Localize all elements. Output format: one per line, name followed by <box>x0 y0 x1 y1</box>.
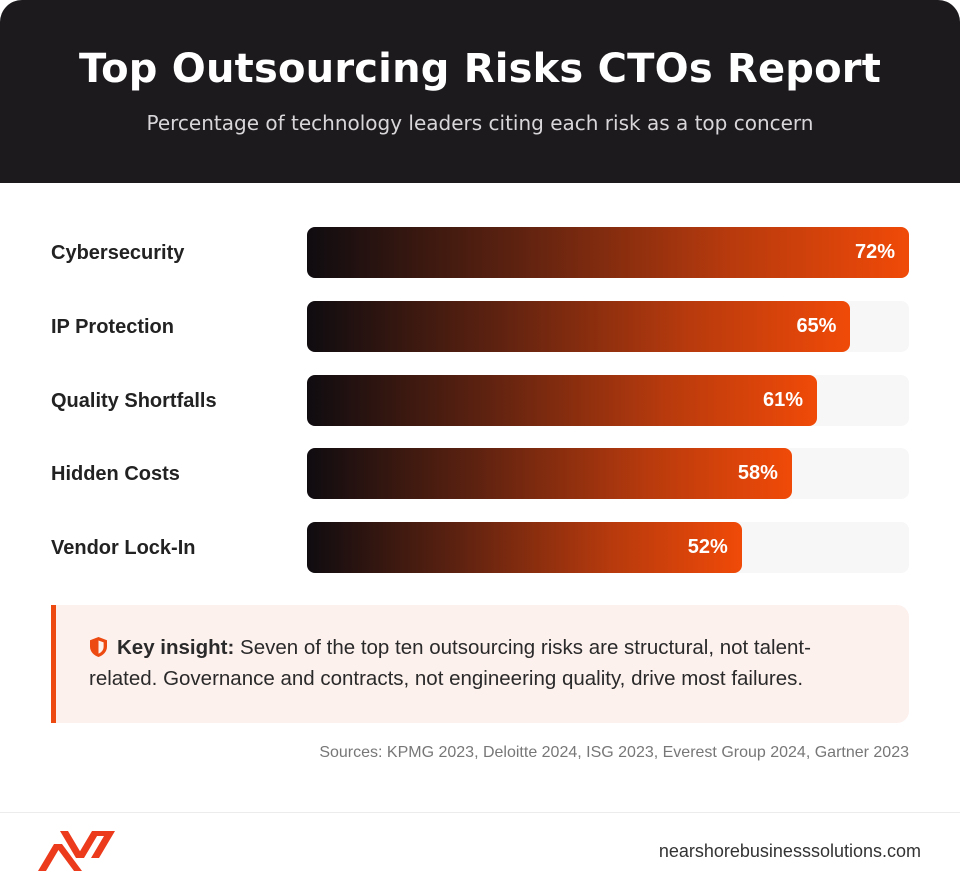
bar-label: IP Protection <box>51 316 174 338</box>
bar: 58% <box>307 448 792 499</box>
bar-value-label: 58% <box>737 462 778 484</box>
bar-label: Cybersecurity <box>51 242 185 264</box>
bar-label: Quality Shortfalls <box>51 390 217 412</box>
bar: 65% <box>307 301 851 352</box>
page-subtitle: Percentage of technology leaders citing … <box>146 111 814 135</box>
bar-value-label: 52% <box>687 536 728 558</box>
header-banner: Top Outsourcing Risks CTOs Report Percen… <box>0 0 960 183</box>
bar-track: 58% <box>307 448 909 499</box>
footer-divider <box>0 812 960 813</box>
nbs-logo-icon <box>38 831 115 871</box>
bar-value-label: 61% <box>762 389 804 411</box>
bar-value-label: 72% <box>854 241 895 263</box>
bar-track: 52% <box>307 522 909 573</box>
bar-track: 65% <box>307 301 909 352</box>
insight-label: Key insight: <box>117 636 235 659</box>
bar: 72% <box>307 227 909 278</box>
bar: 52% <box>307 522 742 573</box>
bar-value-label: 65% <box>796 315 837 337</box>
bar-label: Vendor Lock-In <box>51 537 196 559</box>
bar: 61% <box>307 375 818 426</box>
shield-icon <box>90 637 107 657</box>
bar-label: Hidden Costs <box>51 463 180 485</box>
website-link[interactable]: nearshorebusinesssolutions.com <box>658 841 921 861</box>
sources-note: Sources: KPMG 2023, Deloitte 2024, ISG 2… <box>319 744 909 761</box>
key-insight-box: Key insight: Seven of the top ten outsou… <box>51 605 909 723</box>
bar-track: 61% <box>307 375 909 426</box>
insight-text: Seven of the top ten outsourcing risks a… <box>89 636 811 690</box>
page-title: Top Outsourcing Risks CTOs Report <box>78 46 882 92</box>
bar-track: 72% <box>307 227 909 278</box>
